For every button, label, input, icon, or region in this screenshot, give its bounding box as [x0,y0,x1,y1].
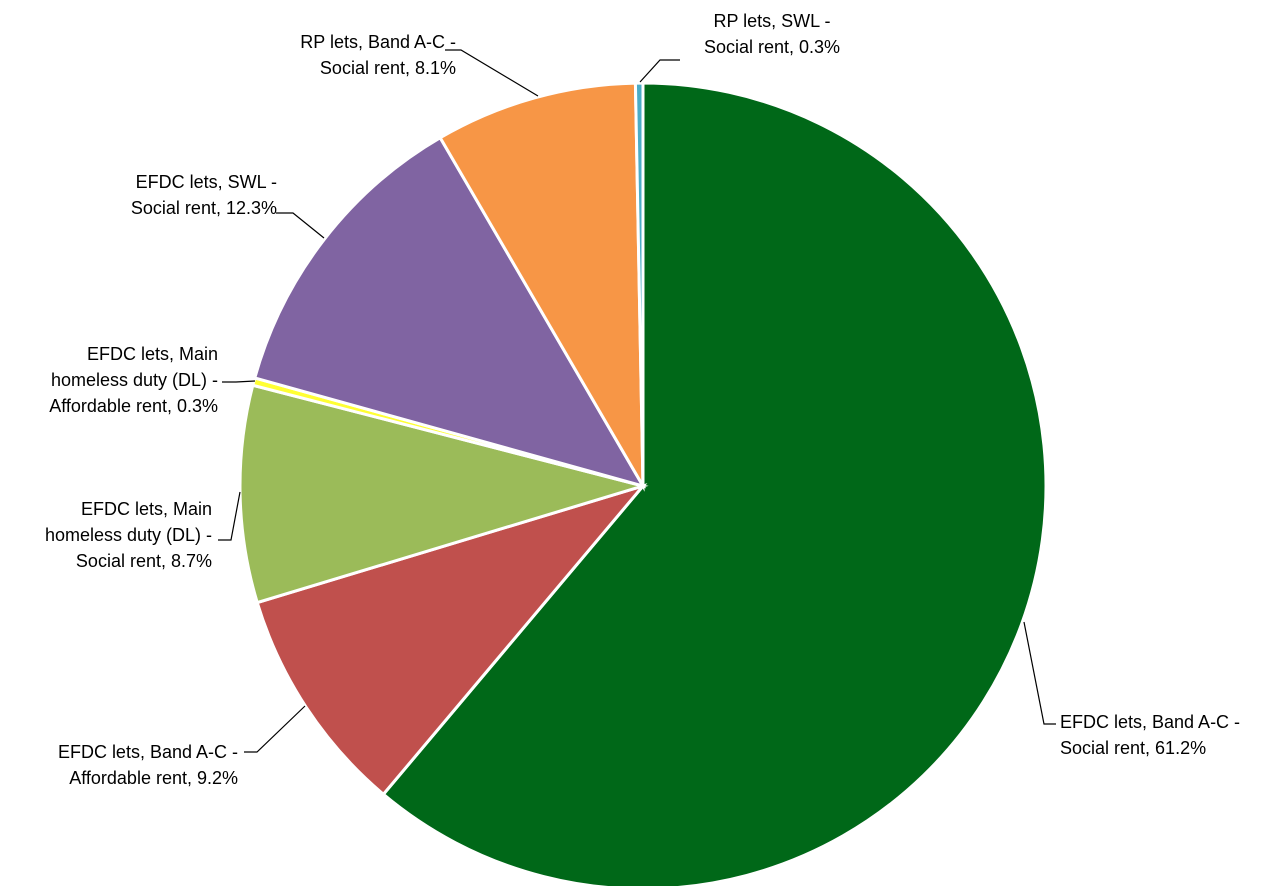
pie-slice-1 [255,483,648,797]
slice-label-line: Social rent, 8.1% [320,58,456,78]
slice-label-line: RP lets, SWL - [713,11,830,31]
pie-slice-4 [252,135,647,489]
pie-slice-5 [438,81,645,492]
leader-lines [218,49,1056,753]
leader-line-2 [218,491,241,541]
leader-line-6 [639,59,680,83]
slice-label-line: Social rent, 0.3% [704,37,840,57]
leader-line-0 [1023,621,1056,725]
slice-label-2: EFDC lets, Main homeless duty (DL) - Socia… [45,499,212,571]
leader-line-1 [244,705,306,753]
slice-label-3: EFDC lets, Main homeless duty (DL) - Affor… [49,344,218,416]
slice-label-line: homeless duty (DL) - [51,370,218,390]
slice-label-1: EFDC lets, Band A-C - Affordable rent, 9.… [58,742,238,788]
slice-label-0: EFDC lets, Band A-C - Social rent, 61.2% [1060,712,1240,758]
slice-label-line: Affordable rent, 9.2% [69,768,238,788]
leader-line-5 [445,49,539,97]
slice-label-5: RP lets, Band A-C - Social rent, 8.1% [300,32,456,78]
pie-slice-0 [381,81,1048,886]
leader-line-4 [276,212,325,239]
slice-label-line: EFDC lets, SWL - [136,172,277,192]
slice-label-4: EFDC lets, SWL - Social rent, 12.3% [131,172,277,218]
slice-label-line: Social rent, 8.7% [76,551,212,571]
slice-label-line: RP lets, Band A-C - [300,32,456,52]
pie-slices [238,81,1048,886]
leader-line-3 [222,380,256,383]
slice-labels: EFDC lets, Band A-C -Social rent, 61.2%E… [45,11,1240,788]
slice-label-line: EFDC lets, Band A-C - [58,742,238,762]
slice-label-line: Affordable rent, 0.3% [49,396,218,416]
slice-label-6: RP lets, SWL - Social rent, 0.3% [704,11,840,57]
slice-label-line: EFDC lets, Band A-C - [1060,712,1240,732]
slice-label-line: Social rent, 12.3% [131,198,277,218]
slice-label-line: Social rent, 61.2% [1060,738,1206,758]
slice-label-line: EFDC lets, Main [87,344,218,364]
pie-slice-6 [633,81,645,487]
slice-label-line: EFDC lets, Main [81,499,212,519]
slice-label-line: homeless duty (DL) - [45,525,212,545]
